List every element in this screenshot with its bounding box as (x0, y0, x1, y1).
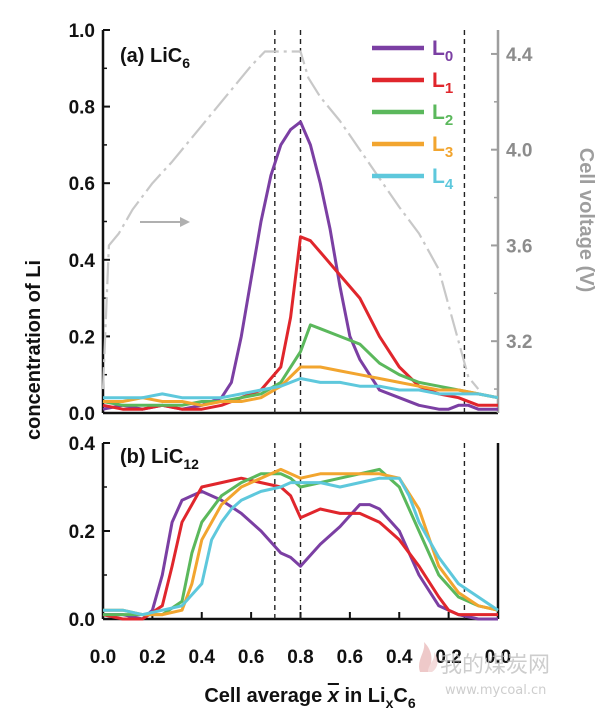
y-tick-label: 0.2 (69, 327, 95, 348)
y-tick-label: 0.0 (69, 610, 95, 631)
panel-b-plot: 0.0 0.2 0.4 0.0 0.2 0.4 0.6 0.8 0.6 0.4 0.2 0.0 (69, 434, 512, 668)
series-line-1 (102, 476, 498, 621)
x-tick-label: 0.0 (485, 647, 511, 668)
series-line-2 (102, 323, 499, 407)
watermark-logo: 我的煤炭网 www.mycoal.cn (419, 642, 550, 698)
x-axis-title: Cell average x in LixC6 (204, 685, 415, 711)
legend-label: L1 (432, 69, 453, 97)
x-tick-label: 0.4 (386, 647, 413, 668)
series-line-3 (103, 467, 499, 617)
series-line-3 (103, 365, 499, 407)
panel-a-label: (a) LiC6 (120, 45, 190, 71)
right-tick-label: 4.4 (506, 45, 533, 66)
x-tick-label: 0.6 (238, 647, 264, 668)
x-tick-label: 0.0 (90, 647, 116, 668)
watermark-url: www.mycoal.cn (445, 683, 546, 698)
right-tick-label: 3.2 (506, 332, 532, 353)
y-tick-label: 0.6 (69, 174, 95, 195)
right-tick-label: 4.0 (506, 141, 532, 162)
y-tick-label: 0.8 (69, 98, 95, 119)
series-line-0 (103, 489, 498, 621)
right-tick-label: 3.6 (506, 236, 532, 257)
legend-label: L2 (432, 101, 453, 129)
y-axis-title: concentration of Li (23, 260, 45, 440)
legend-label: L4 (432, 165, 454, 193)
voltage-arrow-head (180, 217, 190, 227)
y-tick-label: 0.4 (69, 434, 96, 455)
series-line-4 (103, 476, 499, 617)
right-axis-title: Cell voltage (V) (575, 148, 597, 292)
y-tick-label: 1.0 (69, 21, 95, 42)
x-tick-label: 0.4 (189, 647, 216, 668)
panel-b-label: (b) LiC12 (120, 446, 199, 472)
voltage-line (101, 50, 480, 390)
x-tick-label: 0.2 (139, 647, 165, 668)
panel-a-plot: 0.0 0.2 0.4 0.6 0.8 1.0 3.2 3.6 4.0 4.4 (69, 21, 533, 425)
legend-label: L0 (432, 37, 453, 65)
legend-label: L3 (432, 133, 453, 161)
x-tick-label: 0.8 (287, 647, 313, 668)
y-tick-label: 0.0 (69, 404, 95, 425)
x-tick-label: 0.6 (337, 647, 363, 668)
legend: L0 L1 L2 L3 L4 (372, 37, 454, 193)
series-line-4 (103, 377, 499, 400)
y-tick-label: 0.4 (69, 251, 96, 272)
x-tick-label: 0.2 (435, 647, 461, 668)
y-tick-label: 0.2 (69, 522, 95, 543)
watermark-text: 我的煤炭网 (440, 653, 550, 678)
